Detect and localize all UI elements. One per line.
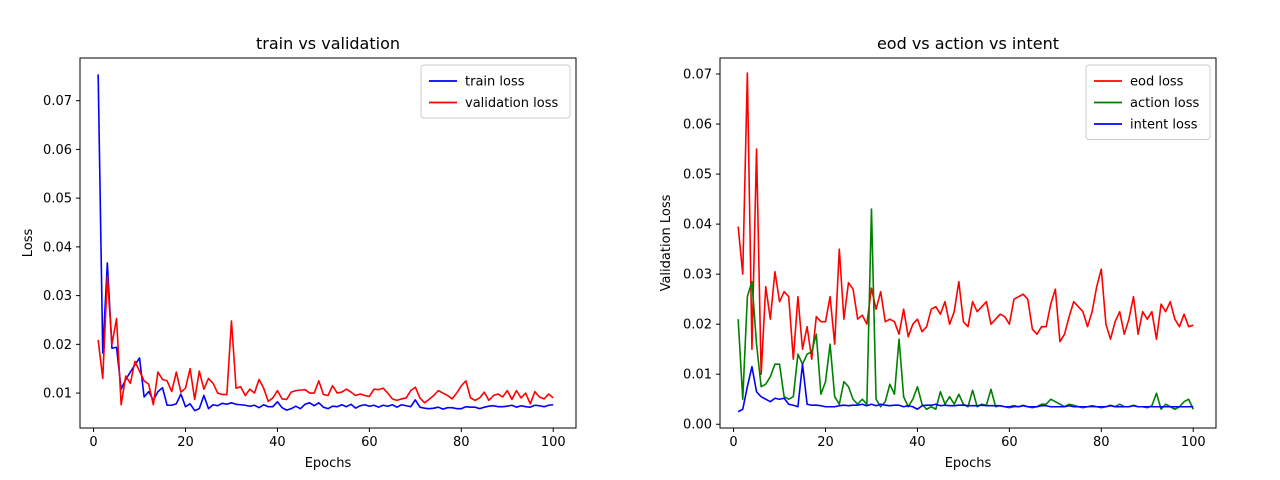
chart-title: train vs validation — [256, 34, 400, 53]
ticks: 0 20 40 60 80 100 0.01 0.02 0.03 0.04 0.05 0.06 0.07 — [43, 94, 566, 450]
legend-label: validation loss — [465, 96, 558, 111]
y-tick-label: 0.00 — [683, 418, 712, 433]
y-tick-label: 0.06 — [43, 143, 72, 158]
x-tick-label: 20 — [177, 435, 194, 450]
chart-title: eod vs action vs intent — [877, 34, 1059, 53]
x-tick-label: 100 — [1181, 435, 1206, 450]
x-tick-label: 80 — [1093, 435, 1110, 450]
y-tick-label: 0.07 — [43, 94, 72, 109]
chart-train-vs-validation: train vs validation 0 20 40 60 80 100 0.01 0.02… — [21, 34, 577, 471]
x-tick-label: 0 — [729, 435, 737, 450]
y-tick-label: 0.02 — [683, 318, 712, 333]
y-tick-label: 0.05 — [43, 192, 72, 207]
legend-box — [1085, 64, 1211, 140]
x-axis-label: Epochs — [305, 456, 352, 471]
y-tick-label: 0.03 — [683, 268, 712, 283]
axes-frame — [79, 57, 577, 429]
y-tick-label: 0.04 — [683, 218, 712, 233]
legend-box — [420, 64, 571, 119]
legend: eod loss action loss intent loss — [1085, 64, 1211, 140]
series-line-train-loss — [97, 74, 554, 412]
chart-eod-vs-action-vs-intent: eod vs action vs intent 0 20 40 60 80 100 0.00… — [659, 34, 1217, 471]
plot-lines — [97, 74, 554, 412]
x-tick-label: 80 — [453, 435, 470, 450]
plot-lines — [737, 72, 1194, 413]
y-tick-label: 0.03 — [43, 289, 72, 304]
x-tick-label: 100 — [541, 435, 566, 450]
x-tick-label: 60 — [361, 435, 378, 450]
series-line-validation-loss — [97, 275, 554, 406]
x-tick-label: 40 — [269, 435, 286, 450]
y-tick-label: 0.04 — [43, 240, 72, 255]
series-line-intent-loss — [737, 363, 1194, 413]
legend-label: action loss — [1130, 96, 1199, 111]
y-axis-label: Loss — [21, 229, 36, 258]
axes-frame — [719, 57, 1217, 429]
x-tick-label: 60 — [1001, 435, 1018, 450]
legend-label: intent loss — [1130, 118, 1198, 133]
y-axis-label: Validation Loss — [659, 194, 674, 291]
x-tick-label: 20 — [817, 435, 834, 450]
y-tick-label: 0.07 — [683, 68, 712, 83]
y-tick-label: 0.02 — [43, 338, 72, 353]
legend-label: eod loss — [1130, 75, 1184, 90]
series-line-eod-loss — [737, 72, 1194, 376]
y-tick-label: 0.01 — [683, 368, 712, 383]
y-tick-label: 0.05 — [683, 168, 712, 183]
legend-label: train loss — [465, 75, 525, 90]
legend: train loss validation loss — [420, 64, 571, 119]
ticks: 0 20 40 60 80 100 0.00 0.01 0.02 0.03 0.04 0.05 0.06… — [683, 68, 1206, 450]
x-tick-label: 40 — [909, 435, 926, 450]
x-tick-label: 0 — [89, 435, 97, 450]
y-tick-label: 0.06 — [683, 118, 712, 133]
x-axis-label: Epochs — [945, 456, 992, 471]
y-tick-label: 0.01 — [43, 387, 72, 402]
